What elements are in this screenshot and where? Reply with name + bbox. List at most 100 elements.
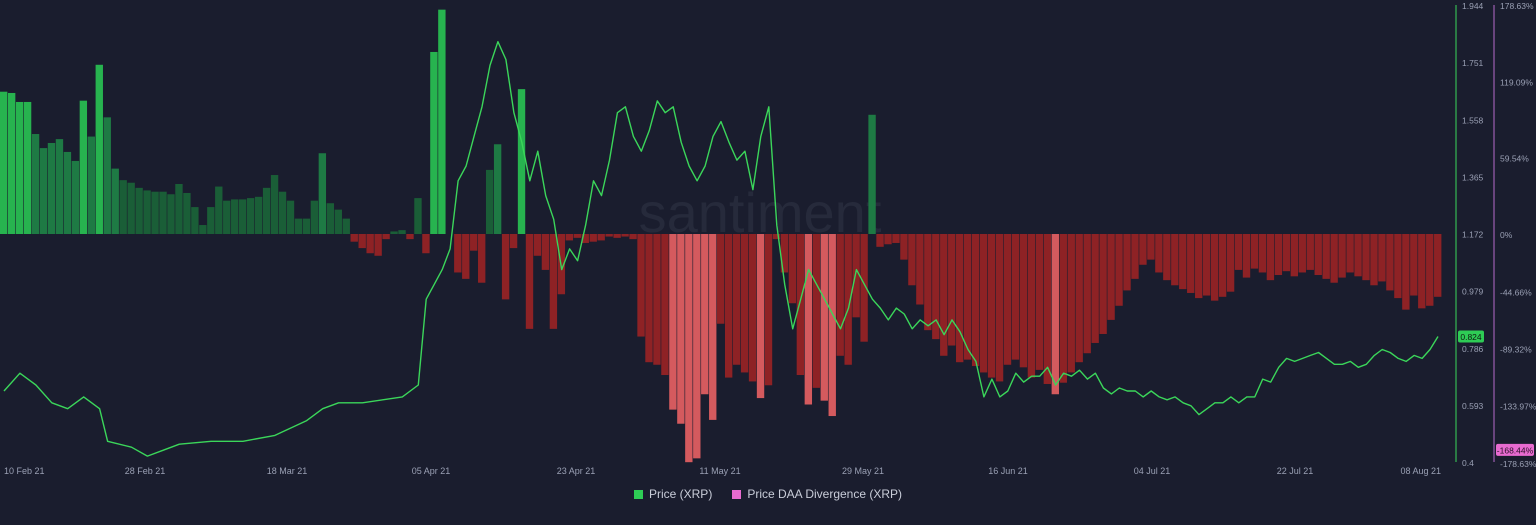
x-axis-tick-label: 16 Jun 21	[988, 466, 1028, 476]
divergence-bar	[1195, 234, 1203, 299]
divergence-bar	[270, 175, 279, 234]
divergence-bar	[629, 234, 637, 240]
divergence-bar	[454, 234, 462, 273]
divergence-bar	[1418, 234, 1426, 309]
divergence-bar	[860, 234, 868, 342]
divergence-bar	[1155, 234, 1163, 273]
divergence-bar	[1378, 234, 1386, 282]
x-axis-tick-label: 11 May 21	[699, 466, 740, 476]
divergence-last-label: -168.44%	[1497, 445, 1534, 455]
divergence-bar	[724, 234, 733, 378]
divergence-bar	[1131, 234, 1139, 279]
divergence-bar	[932, 234, 940, 340]
divergence-bar	[509, 234, 518, 249]
divergence-bar	[406, 234, 414, 240]
divergence-bar	[987, 234, 996, 378]
divergence-bar	[207, 207, 215, 234]
divergence-bar	[541, 234, 550, 270]
divergence-bar	[438, 9, 446, 235]
divergence-bar	[1027, 234, 1036, 378]
price-axis-tick-label: 1.365	[1462, 172, 1484, 182]
divergence-bar	[366, 234, 374, 254]
divergence-bar	[589, 234, 597, 242]
divergence-bar	[995, 234, 1004, 382]
divergence-bar	[573, 234, 581, 238]
divergence-bar	[820, 234, 828, 401]
divergence-bar	[956, 234, 964, 363]
divergence-bar	[398, 230, 406, 234]
x-axis-tick-label: 28 Feb 21	[125, 466, 166, 476]
divergence-bar	[979, 234, 988, 373]
divergence-bar	[605, 234, 613, 237]
divergence-bar	[422, 234, 430, 254]
divergence-bar	[621, 234, 629, 237]
divergence-bar	[1370, 234, 1378, 286]
divergence-bar	[103, 117, 111, 234]
divergence-bar	[47, 142, 56, 234]
divergence-bar	[597, 234, 605, 241]
divergence-bar	[71, 160, 80, 234]
divergence-bar	[565, 234, 574, 241]
divergence-bar	[254, 196, 263, 234]
divergence-bar	[127, 182, 135, 234]
divergence-bar	[740, 234, 749, 373]
divergence-bar	[1051, 234, 1059, 395]
divergence-bar	[1250, 234, 1259, 269]
divergence-bar	[756, 234, 765, 399]
price-axis-tick-label: 0.979	[1462, 287, 1484, 297]
divergence-bar	[302, 218, 311, 234]
divergence-bar	[812, 234, 820, 388]
divergence-bar	[1346, 234, 1354, 273]
divergence-bar	[151, 191, 159, 234]
divergence-axis-tick-label: 178.63%	[1500, 1, 1534, 11]
divergence-bar	[1123, 234, 1131, 291]
divergence-bar	[95, 64, 103, 234]
x-axis-tick-label: 23 Apr 21	[557, 466, 596, 476]
divergence-bar	[908, 234, 916, 286]
divergence-bar	[1147, 234, 1155, 260]
divergence-bar	[963, 234, 972, 360]
legend-item-divergence[interactable]: Price DAA Divergence (XRP)	[732, 487, 902, 501]
divergence-bar	[239, 199, 247, 234]
price-axis-tick-label: 1.558	[1462, 115, 1484, 125]
divergence-bar	[501, 234, 510, 300]
divergence-bar	[772, 234, 781, 240]
divergence-bar	[637, 234, 645, 337]
divergence-bar	[1290, 234, 1298, 277]
divergence-bar	[15, 101, 24, 235]
divergence-bar	[1003, 234, 1012, 365]
x-axis-tick-label: 18 Mar 21	[267, 466, 308, 476]
divergence-bar	[382, 234, 390, 240]
divergence-bar	[462, 234, 470, 279]
divergence-bar	[294, 218, 303, 234]
divergence-bar	[613, 234, 621, 238]
divergence-bar	[892, 234, 900, 243]
divergence-bar	[525, 234, 534, 329]
divergence-bar	[1043, 234, 1052, 384]
divergence-bar	[231, 199, 239, 234]
divergence-bar	[119, 180, 127, 234]
divergence-bar	[796, 234, 805, 376]
divergence-bar	[7, 92, 16, 234]
divergence-bar	[414, 198, 422, 234]
legend-item-price[interactable]: Price (XRP)	[633, 487, 712, 501]
price-last-marker	[1458, 330, 1484, 343]
divergence-bar	[1410, 234, 1418, 296]
divergence-bar	[199, 225, 207, 234]
divergence-bar	[286, 200, 295, 234]
divergence-bar	[1035, 234, 1044, 370]
divergence-bar	[1354, 234, 1362, 277]
divergence-bar	[31, 134, 40, 234]
divergence-bar	[1210, 234, 1219, 301]
divergence-bar	[709, 234, 717, 420]
price-last-label: 0.824	[1460, 332, 1482, 342]
divergence-bar	[1402, 234, 1410, 310]
divergence-bar	[876, 234, 884, 247]
divergence-bar	[844, 234, 852, 365]
price-axis-tick-label: 0.786	[1462, 344, 1484, 354]
divergence-bar	[87, 136, 96, 234]
price-axis-tick-label: 1.751	[1462, 58, 1484, 68]
divergence-bar	[717, 234, 725, 324]
divergence-bar	[788, 234, 797, 304]
